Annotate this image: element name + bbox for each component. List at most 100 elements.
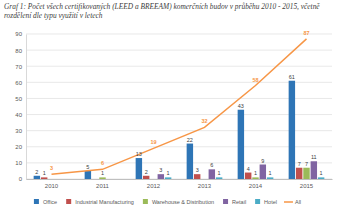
bar xyxy=(238,110,244,179)
bar xyxy=(85,171,91,179)
tick: 50 xyxy=(15,96,26,102)
legend-item: Warehouse & Distribution xyxy=(143,199,214,205)
legend-item: All xyxy=(284,199,301,205)
bar xyxy=(158,174,164,179)
bar xyxy=(252,177,258,179)
tick-label: 80 xyxy=(15,48,22,54)
legend-label: Warehouse & Distribution xyxy=(152,199,214,205)
tick-label: 40 xyxy=(15,112,22,118)
legend-swatch xyxy=(143,199,148,204)
bar xyxy=(99,177,105,179)
bar xyxy=(136,158,142,179)
tick-label: 10 xyxy=(15,160,22,166)
bar xyxy=(41,177,47,179)
data-label: 3 xyxy=(159,167,162,173)
legend-label: Office xyxy=(43,199,57,205)
axis-line xyxy=(26,35,27,180)
data-label: 6 xyxy=(210,162,213,168)
marks xyxy=(34,39,325,179)
tick: 30 xyxy=(15,128,26,134)
data-label: 1 xyxy=(320,170,323,176)
tick: 2015 xyxy=(300,179,314,189)
bar xyxy=(289,81,295,179)
tick: 40 xyxy=(15,112,26,118)
tick-label: 2013 xyxy=(198,183,212,189)
legend-swatch xyxy=(34,199,39,204)
tick: 0 xyxy=(19,176,26,182)
legend-item: Office xyxy=(34,199,57,205)
grid-line xyxy=(26,34,332,35)
data-label: 13 xyxy=(136,151,142,157)
data-label: 43 xyxy=(238,103,244,109)
tick-label: 0 xyxy=(19,176,23,182)
bar xyxy=(143,176,149,179)
data-label: 6 xyxy=(101,160,104,166)
data-label: 1 xyxy=(254,170,257,176)
tick-label: 2014 xyxy=(249,183,263,189)
bar xyxy=(318,177,324,179)
data-label: 22 xyxy=(187,137,193,143)
bar xyxy=(296,168,302,179)
data-label: 1 xyxy=(43,170,46,176)
tick: 80 xyxy=(15,48,26,54)
bar xyxy=(311,161,317,179)
chart: Graf 1: Počet všech certifikovaných (LEE… xyxy=(0,0,340,209)
legend-item: Hotel xyxy=(255,199,277,205)
data-label: 1 xyxy=(167,170,170,176)
legend-swatch xyxy=(284,201,293,203)
bar xyxy=(245,173,251,179)
data-label: 2 xyxy=(35,169,38,175)
grid-line xyxy=(26,114,332,115)
tick: 2012 xyxy=(147,179,161,189)
data-label: 1 xyxy=(269,170,272,176)
legend-label: Industrial Manufacturing xyxy=(75,199,134,205)
tick: 2011 xyxy=(96,179,110,189)
data-label: 61 xyxy=(289,74,295,80)
tick-label: 70 xyxy=(15,64,22,70)
bar xyxy=(165,177,171,179)
tick: 70 xyxy=(15,64,26,70)
tick: 10 xyxy=(15,160,26,166)
tick: 90 xyxy=(15,31,26,37)
tick-label: 20 xyxy=(15,144,22,150)
bar xyxy=(34,176,40,179)
tick-label: 30 xyxy=(15,128,22,134)
y-axis: 0102030405060708090 xyxy=(15,31,26,182)
data-label: 5 xyxy=(86,164,89,170)
data-label: 19 xyxy=(150,139,156,145)
data-label: 1 xyxy=(218,170,221,176)
grid xyxy=(26,34,332,179)
data-label: 3 xyxy=(196,167,199,173)
bar xyxy=(267,177,273,179)
data-labels: 2513224361123471173691111113619325887 xyxy=(35,30,322,177)
tick: 2014 xyxy=(249,179,263,189)
grid-line xyxy=(26,50,332,51)
legend-swatch xyxy=(255,199,260,204)
data-label: 7 xyxy=(298,161,301,167)
data-label: 2 xyxy=(145,169,148,175)
data-label: 1 xyxy=(101,170,104,176)
bar xyxy=(209,169,215,179)
tick: 2013 xyxy=(198,179,212,189)
data-label: 32 xyxy=(201,118,207,124)
legend-item: Industrial Manufacturing xyxy=(66,199,134,205)
grid-line xyxy=(26,98,332,99)
tick-label: 2010 xyxy=(45,183,59,189)
data-label: 4 xyxy=(247,166,250,172)
tick-label: 2012 xyxy=(147,183,161,189)
grid-line xyxy=(26,146,332,147)
bar xyxy=(194,174,200,179)
grid-line xyxy=(26,66,332,67)
tick: 2010 xyxy=(45,179,59,189)
bar xyxy=(187,144,193,179)
grid-line xyxy=(26,179,332,180)
plot: 0102030405060708090201020112012201320142… xyxy=(15,30,332,189)
tick-label: 90 xyxy=(15,31,22,37)
legend: Office Industrial Manufacturing Warehouse … xyxy=(34,199,301,205)
tick-label: 2015 xyxy=(300,183,314,189)
tick: 20 xyxy=(15,144,26,150)
grid-line xyxy=(26,82,332,83)
data-label: 11 xyxy=(311,154,317,160)
tick-label: 50 xyxy=(15,96,22,102)
tick-label: 2011 xyxy=(96,183,110,189)
